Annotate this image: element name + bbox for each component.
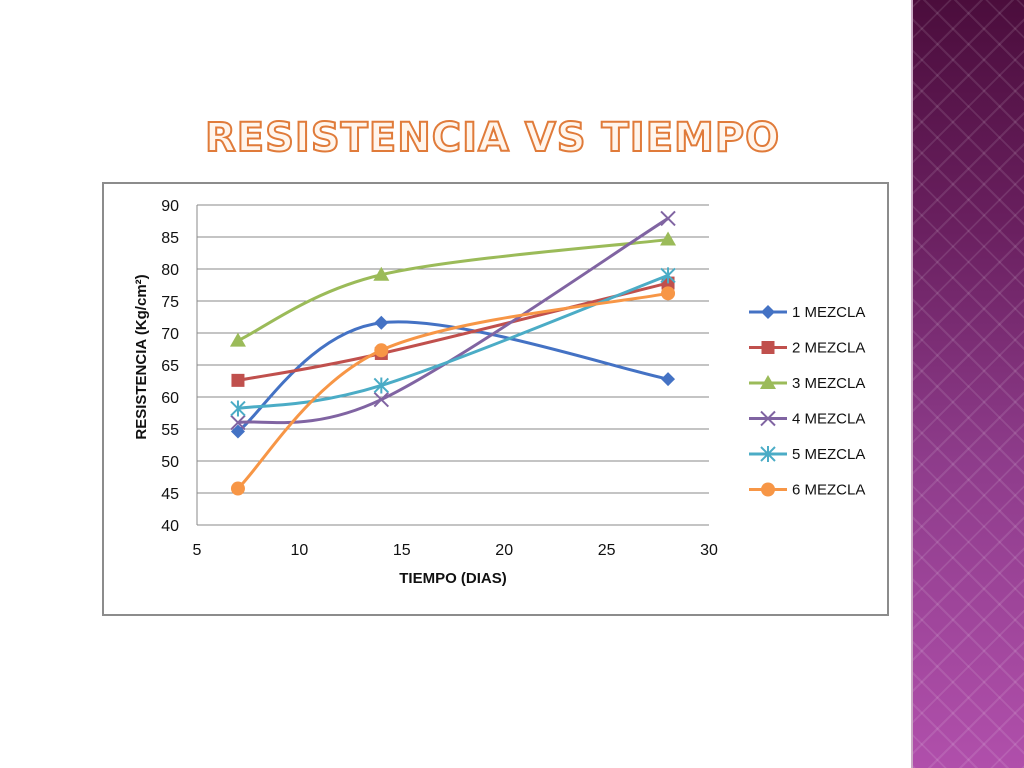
line-chart: 40 45 50 55 60 65 70 75 80 85 90 5 10 15 20 25 30 TIEMPO… [133,198,865,587]
y-tick-label: 50 [161,454,179,471]
legend-marker [761,305,775,319]
y-tick-label: 65 [161,358,179,375]
data-point [230,481,245,496]
x-tick-label: 5 [193,542,202,559]
data-point [660,231,677,246]
legend-label: 4 MEZCLA [792,411,865,428]
legend-label: 3 MEZCLA [792,375,865,392]
legend-marker [761,482,775,497]
legend-marker [760,446,776,462]
legend: 1 MEZCLA 2 MEZCLA 3 MEZCLA 4 MEZCLA 5 MEZCLA… [749,304,865,499]
data-point [230,400,246,417]
legend-label: 6 MEZCLA [792,482,865,499]
y-tick-label: 70 [161,326,179,343]
legend-item: 3 MEZCLA [749,375,865,392]
x-tick-label: 30 [700,542,718,559]
x-tick-label: 20 [495,542,513,559]
series-3 [229,231,677,347]
y-tick-label: 85 [161,230,179,247]
data-point [229,332,246,347]
data-point [230,424,245,439]
x-tick-label: 10 [291,542,309,559]
legend-item: 4 MEZCLA [749,411,865,428]
data-point [661,372,676,387]
data-point [373,266,390,281]
chart-frame: 40 45 50 55 60 65 70 75 80 85 90 5 10 15 20 25 30 TIEMPO… [102,182,889,616]
data-point [231,373,245,387]
gridlines [197,204,709,494]
series-6 [230,286,676,496]
legend-item: 2 MEZCLA [749,340,865,357]
x-axis-label: TIEMPO (DIAS) [399,570,507,587]
x-tick-label: 15 [393,542,411,559]
y-tick-label: 90 [161,198,179,215]
series-layer [229,210,677,496]
y-tick-label: 60 [161,390,179,407]
series-line [236,216,670,425]
series-line [236,273,670,411]
side-divider [911,0,913,768]
series-2 [231,276,675,387]
y-tick-label: 55 [161,422,179,439]
data-point [230,414,246,431]
legend-marker [760,375,776,389]
y-tick-label: 45 [161,486,179,503]
series-line [236,281,670,382]
legend-item: 1 MEZCLA [749,304,865,321]
legend-marker [760,410,776,427]
legend-label: 5 MEZCLA [792,446,865,463]
data-point [374,315,389,330]
y-tick-label: 75 [161,294,179,311]
legend-item: 5 MEZCLA [749,446,865,463]
y-axis-label: RESISTENCIA (Kg/cm²) [133,274,150,439]
data-point [374,343,389,358]
series-1 [230,315,676,439]
slide-title: RESISTENCIA VS TIEMPO [204,114,781,162]
tick-labels: 40 45 50 55 60 65 70 75 80 85 90 5 10 15 20 25 30 [161,198,718,559]
series-line [236,238,670,343]
legend-item: 6 MEZCLA [749,482,865,499]
data-point [373,391,390,408]
legend-label: 2 MEZCLA [792,340,865,357]
y-tick-label: 80 [161,262,179,279]
series-5 [230,267,676,417]
series-line [236,320,670,434]
legend-label: 1 MEZCLA [792,304,865,321]
data-point [373,377,390,394]
series-line [236,291,670,491]
x-tick-label: 25 [598,542,616,559]
legend-marker [761,341,775,354]
y-tick-label: 40 [161,518,179,535]
data-point [660,210,676,227]
series-4 [230,210,676,431]
decorative-side-band [913,0,1024,768]
axes [196,205,709,526]
data-point [660,267,676,284]
data-point [661,286,676,301]
